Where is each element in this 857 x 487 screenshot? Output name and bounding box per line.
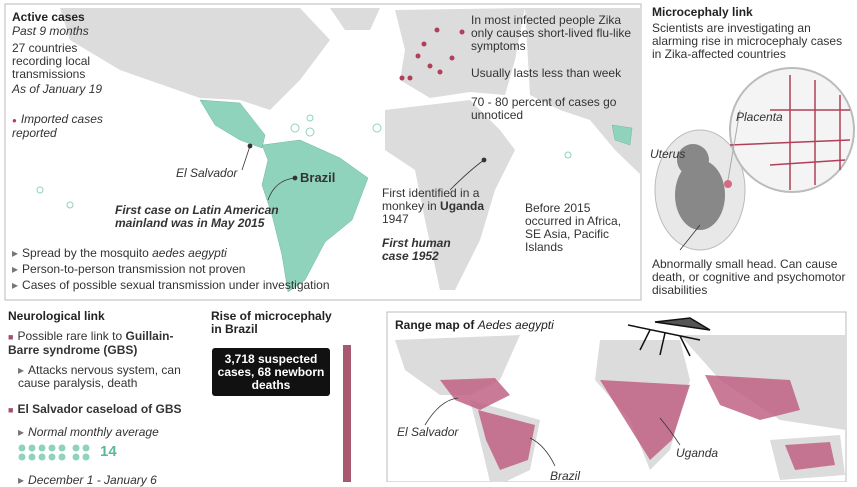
text: Aedes aegypti: [477, 318, 554, 332]
active-countries: [199, 99, 633, 293]
dot: [48, 453, 56, 461]
placenta-point: [724, 180, 732, 188]
zoom-circle: [729, 67, 855, 193]
dot: [58, 444, 66, 452]
heading: Active cases: [12, 10, 85, 24]
dot: [18, 453, 26, 461]
heading: Range map of Aedes aegypti: [395, 319, 554, 332]
text: 27 countries recording local transmissio…: [12, 41, 91, 81]
range-leaders: [424, 397, 681, 467]
callout-text: 3,718 suspected cases, 68 newborn deaths: [217, 352, 325, 392]
text: Scientists are investigating an alarming…: [652, 21, 843, 61]
text: Abnormally small head. Can cause death, …: [652, 257, 846, 297]
text: aedes aegypti: [152, 246, 227, 260]
text: Guillain-Barre syndrome (GBS): [8, 329, 174, 357]
map-label: Brazil: [550, 469, 581, 483]
dot-group: [18, 444, 90, 461]
mosquito: [627, 317, 711, 357]
microcephaly-bar: [343, 345, 351, 482]
map-label: Brazil: [300, 170, 336, 185]
text: First identified in a monkey in: [382, 186, 480, 213]
island-marks: [36, 114, 572, 209]
symptom-text: In most infected people Zika only causes…: [471, 13, 632, 53]
heading: Neurological link: [8, 309, 105, 323]
bullet: December 1 - January 6: [18, 474, 157, 487]
map-label: Uganda: [676, 446, 719, 460]
text: Possible rare link to Guillain-Barre syn…: [8, 330, 203, 357]
fetus: [675, 160, 725, 230]
dot: [28, 453, 36, 461]
annotation: First case on Latin American mainland wa…: [115, 203, 279, 230]
zoom-leader: [727, 109, 741, 181]
symptom-text: 70 - 80 percent of cases go unnoticed: [471, 95, 617, 122]
annotation: First human case 1952: [382, 236, 451, 263]
dot: [72, 444, 80, 452]
bullet: Spread by the mosquito aedes aegypti: [12, 247, 227, 260]
dot: [82, 444, 90, 452]
callout-box: [212, 348, 330, 396]
text: Possible rare link to: [17, 329, 123, 343]
text: Spread by the mosquito: [22, 246, 149, 260]
heading: Rise of microcephaly in Brazil: [211, 309, 332, 336]
dot: [48, 444, 56, 452]
map-label: El Salvador: [397, 425, 459, 439]
text: Uganda: [440, 199, 485, 213]
world-land: [60, 8, 641, 290]
aedes-range: [440, 375, 835, 470]
label: Placenta: [736, 110, 783, 124]
bullet: Normal monthly average: [18, 426, 159, 439]
bullet: Cases of possible sexual transmission un…: [12, 279, 330, 292]
text: El Salvador caseload of GBS: [8, 403, 181, 417]
label: Uterus: [650, 147, 686, 161]
bullet: Person-to-person transmission not proven: [12, 263, 245, 276]
average-value: 14: [100, 443, 117, 460]
leaders: [241, 143, 487, 201]
dot: [28, 444, 36, 452]
heading: Microcephaly link: [652, 5, 753, 19]
annotation: First identified in a monkey in Uganda 1…: [382, 187, 492, 226]
dot: [82, 453, 90, 461]
fetus-head: [677, 144, 709, 176]
symptom-text: Usually lasts less than week: [471, 66, 622, 80]
annotation: Before 2015 occurred in Africa, SE Asia,…: [525, 201, 622, 254]
text: Past 9 months: [12, 24, 89, 38]
text: 1947: [382, 212, 409, 226]
text: As of January 19: [12, 82, 103, 96]
dot: [58, 453, 66, 461]
dot: [72, 453, 80, 461]
dot: [38, 453, 46, 461]
text: Range map of: [395, 318, 475, 332]
head-leader: [679, 224, 701, 251]
placenta-vessels: [729, 75, 851, 190]
dot: [18, 444, 26, 452]
imported-dots: [399, 27, 465, 81]
bullet: Attacks nervous system, can cause paraly…: [18, 364, 193, 390]
map-label: El Salvador: [176, 166, 238, 180]
dot: [38, 444, 46, 452]
legend-text: Imported cases reported: [12, 113, 122, 140]
average-dots: [18, 444, 90, 461]
